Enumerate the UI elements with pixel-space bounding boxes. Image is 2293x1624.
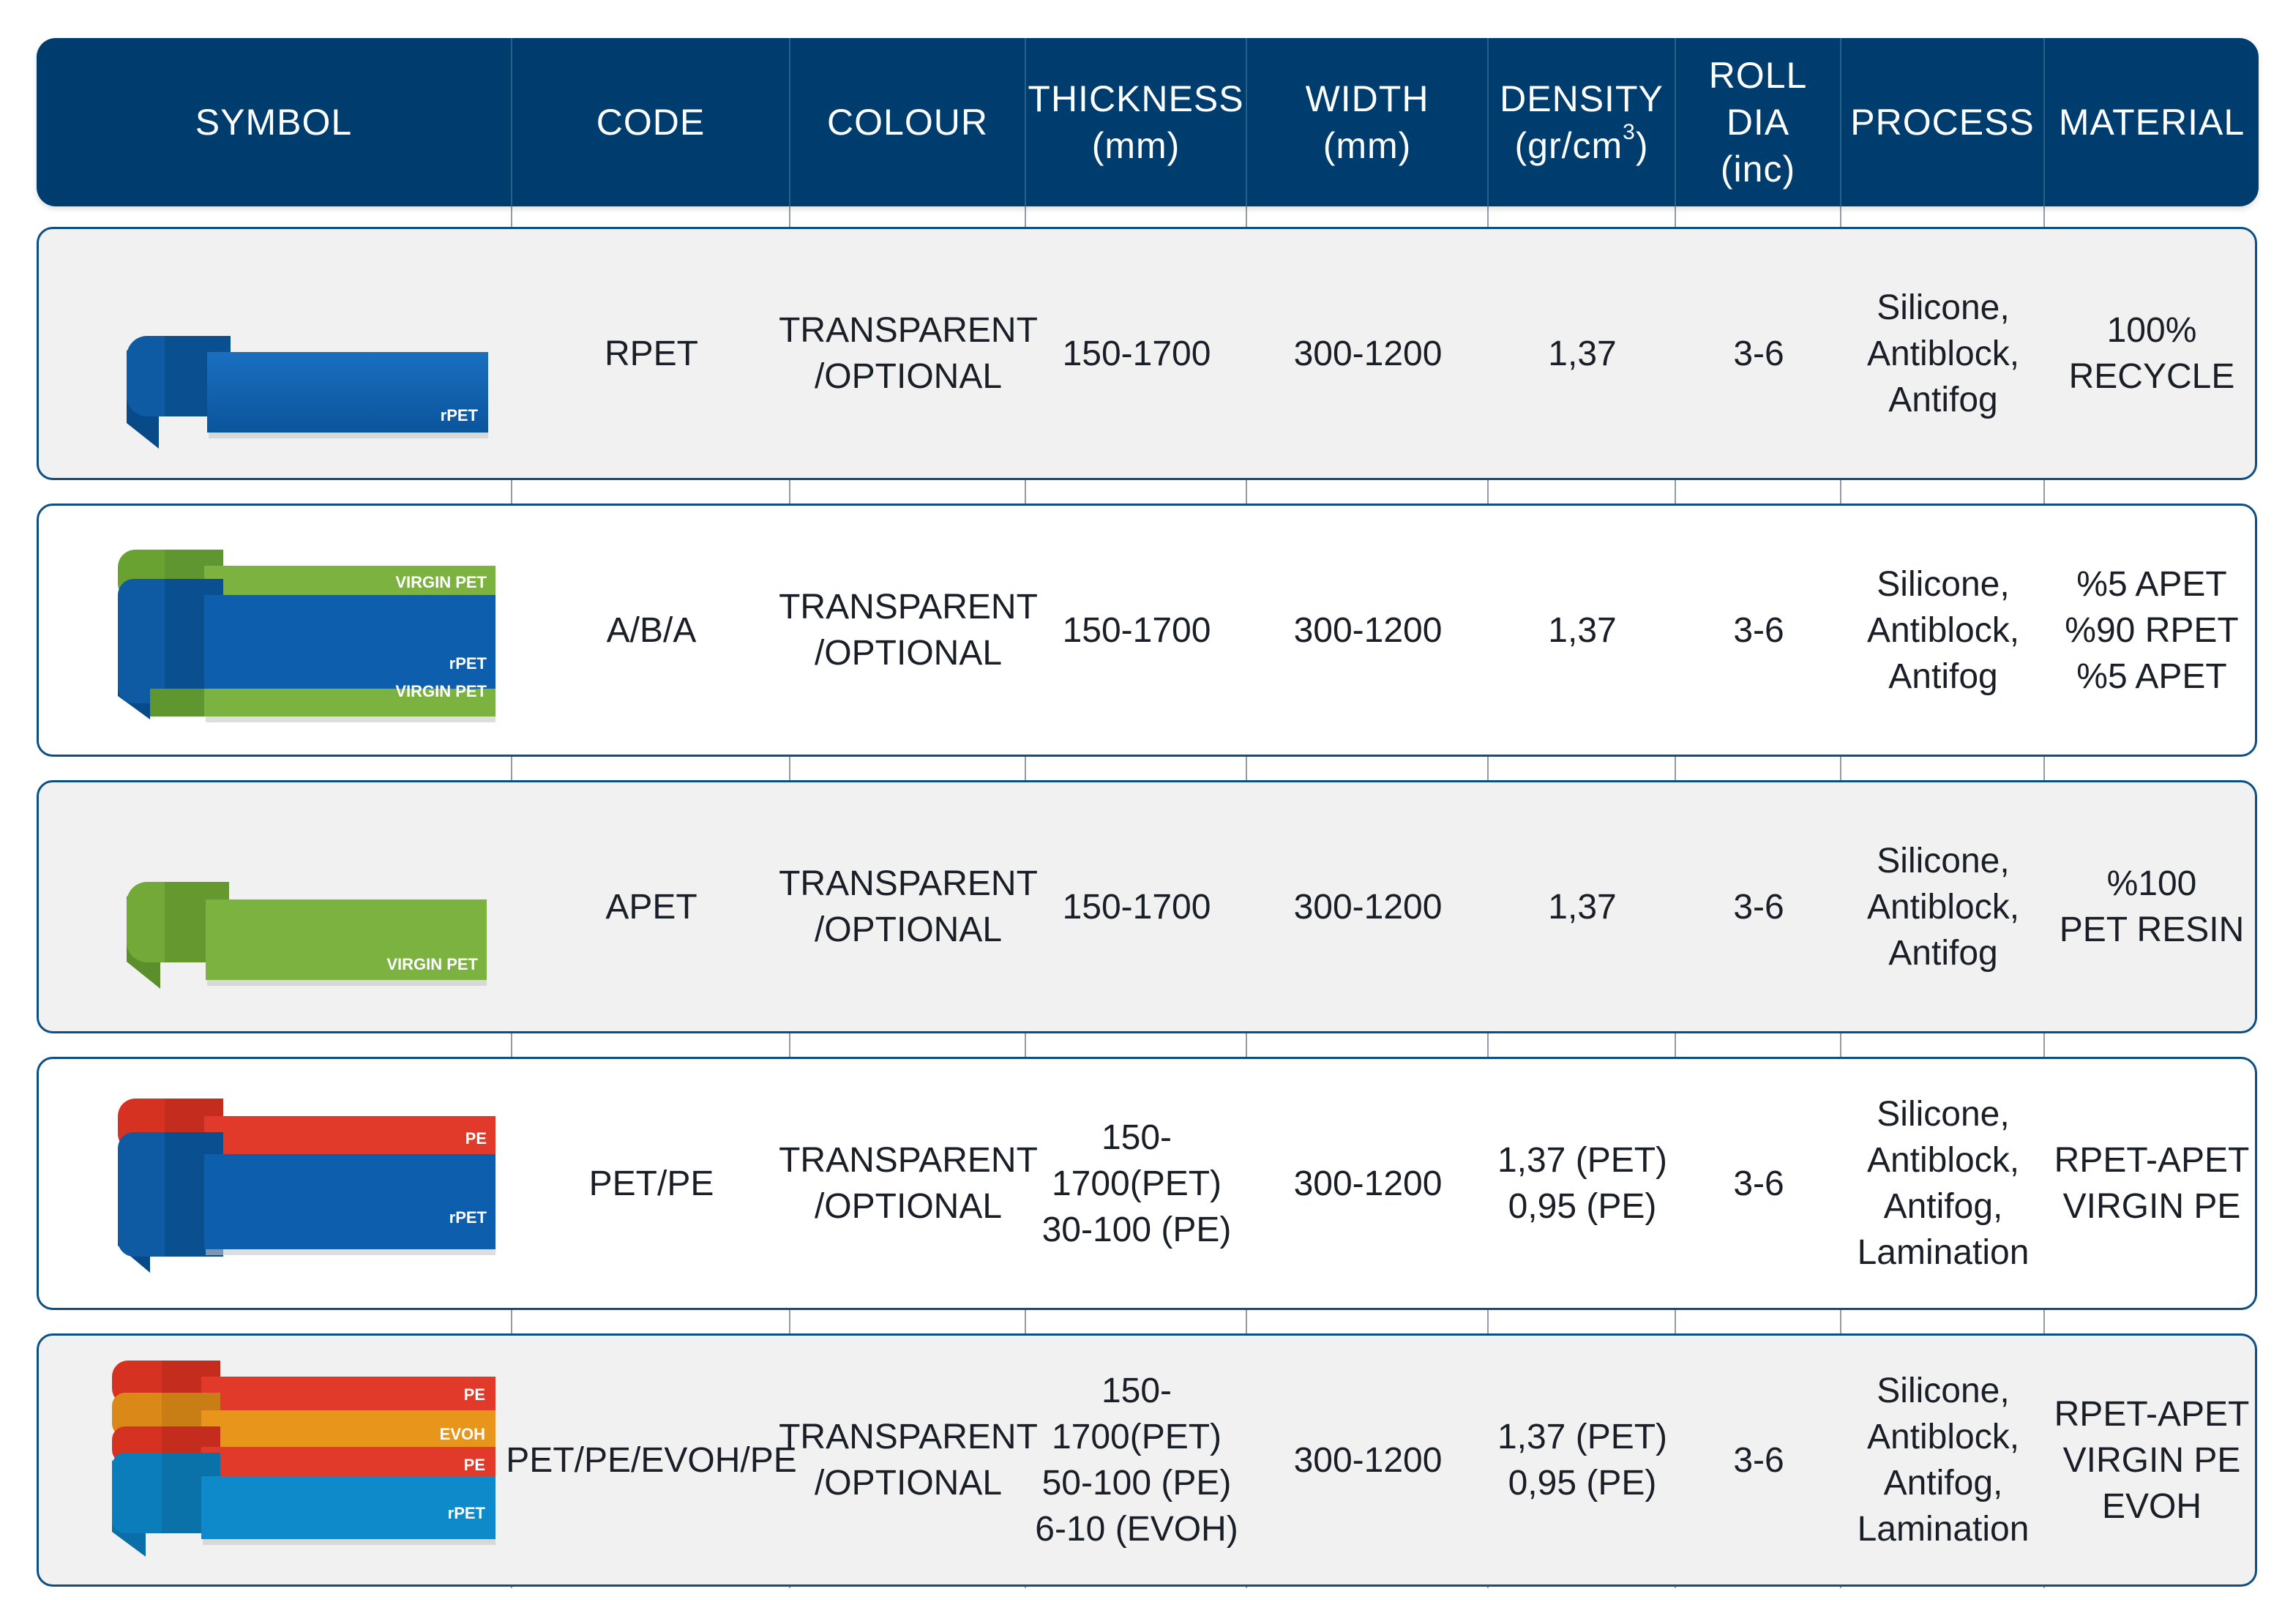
header-divider bbox=[1025, 38, 1026, 206]
thickness-cell: 150-1700(PET) 50-100 (PE) 6-10 (EVOH) bbox=[1035, 1372, 1238, 1549]
process-cell: Silicone, Antiblock, Antifog bbox=[1866, 288, 2020, 419]
ribbon-icon: PE EVOH PE rPET bbox=[112, 1361, 495, 1557]
code-cell: PET/PE/EVOH/PE bbox=[506, 1440, 797, 1480]
svg-text:PE: PE bbox=[464, 1456, 485, 1474]
svg-text:VIRGIN PET: VIRGIN PET bbox=[395, 682, 487, 700]
header-code: CODE bbox=[596, 102, 706, 143]
header-divider bbox=[789, 38, 790, 206]
film-spec-table: SYMBOL CODE COLOUR THICKNESS (mm) WIDTH … bbox=[37, 38, 2259, 1588]
thickness-cell: 150-1700 bbox=[1062, 334, 1211, 373]
svg-text:rPET: rPET bbox=[448, 1504, 486, 1522]
process-cell: Silicone, Antiblock, Antifog bbox=[1866, 564, 2020, 696]
roll-dia-cell: 3-6 bbox=[1733, 334, 1784, 373]
ribbon-icon: VIRGIN PET rPET VIRGIN PET bbox=[118, 550, 495, 722]
thickness-cell: 150-1700 bbox=[1062, 610, 1211, 650]
header-thickness: THICKNESS (mm) bbox=[1028, 78, 1244, 166]
colour-cell: TRANSPARENT /OPTIONAL bbox=[779, 588, 1038, 673]
colour-cell: TRANSPARENT /OPTIONAL bbox=[779, 864, 1038, 949]
code-cell: RPET bbox=[604, 334, 698, 373]
roll-dia-cell: 3-6 bbox=[1733, 1164, 1784, 1203]
svg-text:PE: PE bbox=[465, 1129, 487, 1148]
header-divider bbox=[1487, 38, 1489, 206]
table-row: PE rPET PET/PE TRANSPARENT /OPTIONAL 150… bbox=[37, 1057, 2257, 1310]
material-cell: RPET-APET VIRGIN PE bbox=[2054, 1141, 2250, 1226]
width-cell: 300-1200 bbox=[1293, 610, 1443, 650]
header-process: PROCESS bbox=[1850, 102, 2035, 143]
material-cell: 100% RECYCLE bbox=[2068, 311, 2235, 396]
header-colour: COLOUR bbox=[827, 102, 988, 143]
colour-cell: TRANSPARENT /OPTIONAL bbox=[779, 1141, 1038, 1226]
table-header: SYMBOL CODE COLOUR THICKNESS (mm) WIDTH … bbox=[37, 38, 2259, 206]
material-cell: RPET-APET VIRGIN PE EVOH bbox=[2054, 1394, 2250, 1526]
code-cell: APET bbox=[605, 887, 697, 927]
colour-cell: TRANSPARENT /OPTIONAL bbox=[779, 311, 1038, 396]
width-cell: 300-1200 bbox=[1293, 1440, 1443, 1480]
header-roll-dia: ROLL DIA (inc) bbox=[1708, 55, 1808, 190]
header-divider bbox=[1675, 38, 1676, 206]
roll-dia-cell: 3-6 bbox=[1733, 887, 1784, 927]
symbol-pet-pe-evoh-pe: PE EVOH PE rPET bbox=[39, 1336, 513, 1584]
density-cell: 1,37 bbox=[1548, 334, 1617, 373]
density-cell: 1,37 (PET) 0,95 (PE) bbox=[1497, 1141, 1668, 1226]
ribbon-icon: rPET bbox=[127, 336, 488, 449]
header-divider bbox=[1840, 38, 1841, 206]
density-cell: 1,37 bbox=[1548, 610, 1617, 650]
process-cell: Silicone, Antiblock, Antifog, Lamination bbox=[1857, 1095, 2030, 1272]
symbol-apet: VIRGIN PET bbox=[39, 782, 513, 1031]
header-material: MATERIAL bbox=[2058, 102, 2245, 143]
roll-dia-cell: 3-6 bbox=[1733, 610, 1784, 650]
thickness-cell: 150-1700(PET) 30-100 (PE) bbox=[1041, 1118, 1232, 1249]
svg-text:VIRGIN PET: VIRGIN PET bbox=[395, 573, 487, 591]
svg-text:rPET: rPET bbox=[449, 654, 487, 673]
svg-text:VIRGIN PET: VIRGIN PET bbox=[386, 955, 478, 973]
roll-dia-cell: 3-6 bbox=[1733, 1440, 1784, 1480]
symbol-aba: VIRGIN PET rPET VIRGIN PET bbox=[39, 506, 513, 755]
density-cell: 1,37 bbox=[1548, 887, 1617, 927]
colour-cell: TRANSPARENT /OPTIONAL bbox=[779, 1418, 1038, 1503]
header-divider bbox=[1246, 38, 1247, 206]
code-cell: A/B/A bbox=[606, 610, 697, 650]
width-cell: 300-1200 bbox=[1293, 887, 1443, 927]
table-row: VIRGIN PET APET TRANSPARENT /OPTIONAL 15… bbox=[37, 780, 2257, 1033]
width-cell: 300-1200 bbox=[1293, 1164, 1443, 1203]
material-cell: %5 APET %90 RPET %5 APET bbox=[2065, 564, 2239, 696]
header-divider bbox=[511, 38, 512, 206]
header-width: WIDTH (mm) bbox=[1305, 78, 1429, 166]
material-cell: %100 PET RESIN bbox=[2059, 864, 2245, 949]
svg-text:rPET: rPET bbox=[449, 1208, 487, 1227]
process-cell: Silicone, Antiblock, Antifog bbox=[1866, 841, 2020, 973]
density-cell: 1,37 (PET) 0,95 (PE) bbox=[1497, 1418, 1668, 1503]
thickness-cell: 150-1700 bbox=[1062, 887, 1211, 927]
table-row: VIRGIN PET rPET VIRGIN PET A/B/A TRANSPA… bbox=[37, 504, 2257, 757]
width-cell: 300-1200 bbox=[1293, 334, 1443, 373]
symbol-pet-pe: PE rPET bbox=[39, 1059, 513, 1308]
svg-text:rPET: rPET bbox=[441, 406, 479, 424]
svg-text:PE: PE bbox=[464, 1385, 485, 1404]
process-cell: Silicone, Antiblock, Antifog, Lamination bbox=[1857, 1372, 2030, 1549]
header-divider bbox=[2043, 38, 2045, 206]
header-density: DENSITY (gr/cm3) bbox=[1500, 78, 1664, 166]
code-cell: PET/PE bbox=[588, 1164, 714, 1203]
svg-text:EVOH: EVOH bbox=[440, 1425, 485, 1443]
table-row: PE EVOH PE rPET PET/PE/EVOH/PE TRANSPARE… bbox=[37, 1333, 2257, 1587]
header-symbol: SYMBOL bbox=[195, 102, 353, 143]
symbol-rpet: rPET bbox=[39, 229, 513, 478]
ribbon-icon: PE rPET bbox=[118, 1099, 495, 1273]
table-row: rPET RPET TRANSPARENT /OPTIONAL 150-1700… bbox=[37, 227, 2257, 480]
ribbon-icon: VIRGIN PET bbox=[127, 882, 487, 989]
